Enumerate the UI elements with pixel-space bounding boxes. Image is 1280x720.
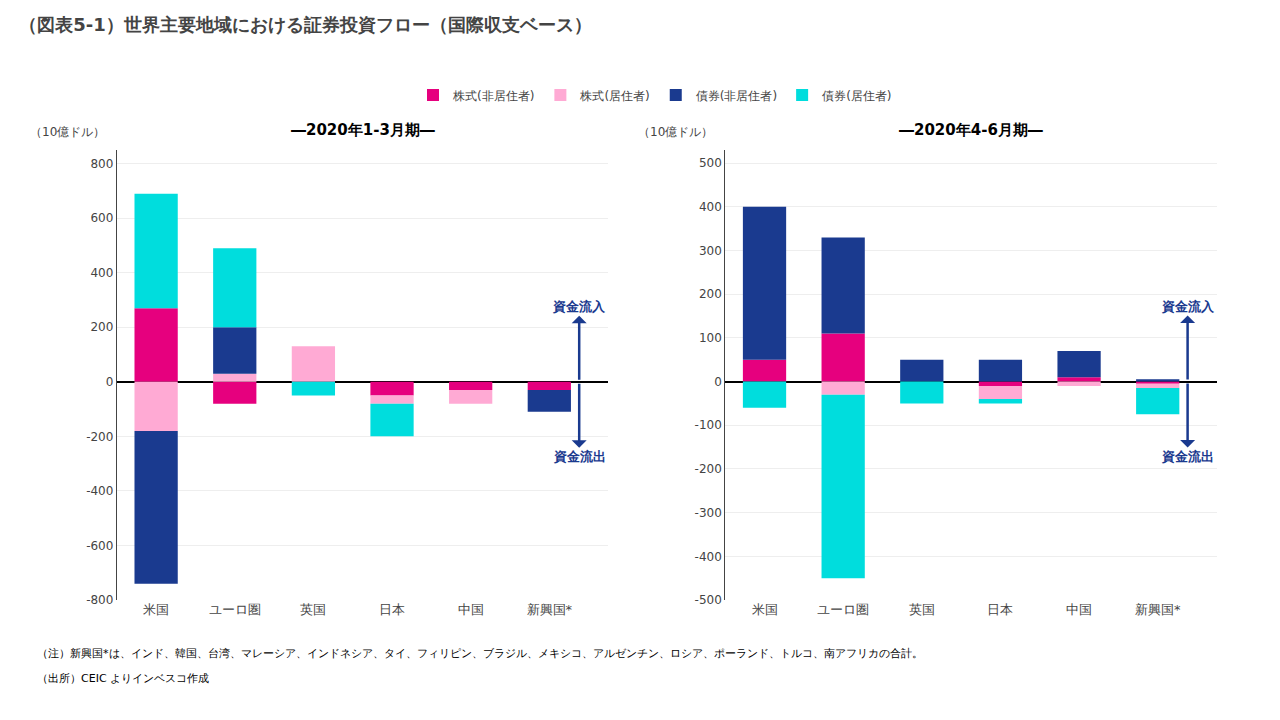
svg-text:中国: 中国 [1066, 602, 1092, 617]
svg-text:資金流入: 資金流入 [552, 299, 606, 314]
svg-text:0: 0 [106, 375, 114, 389]
svg-text:-500: -500 [695, 593, 722, 607]
svg-text:資金流出: 資金流出 [1161, 449, 1214, 464]
svg-text:株式(非居住者): 株式(非居住者) [452, 89, 534, 103]
svg-text:400: 400 [90, 266, 113, 280]
svg-text:日本: 日本 [379, 602, 405, 617]
svg-text:-800: -800 [86, 593, 113, 607]
svg-text:400: 400 [699, 200, 722, 214]
svg-text:英国: 英国 [909, 602, 935, 617]
svg-text:-300: -300 [695, 506, 722, 520]
svg-text:英国: 英国 [300, 602, 326, 617]
svg-text:-400: -400 [695, 550, 722, 564]
svg-text:米国: 米国 [143, 602, 169, 617]
svg-text:（10億ドル）: （10億ドル） [638, 125, 713, 139]
svg-text:債券(非居住者): 債券(非居住者) [696, 89, 777, 103]
svg-text:（出所）CEIC よりインベスコ作成: （出所）CEIC よりインベスコ作成 [37, 672, 209, 685]
svg-text:―2020年4-6月期―: ―2020年4-6月期― [899, 121, 1043, 139]
svg-text:資金流出: 資金流出 [553, 449, 606, 464]
svg-text:-400: -400 [86, 484, 113, 498]
svg-text:-200: -200 [695, 462, 722, 476]
svg-text:株式(居住者): 株式(居住者) [579, 89, 649, 103]
svg-text:-600: -600 [86, 539, 113, 553]
svg-text:500: 500 [699, 156, 722, 170]
svg-text:600: 600 [90, 211, 113, 225]
svg-text:（図表5-1）世界主要地域における証券投資フロー（国際収支ベ: （図表5-1）世界主要地域における証券投資フロー（国際収支ベース） [19, 14, 592, 35]
svg-text:（10億ドル）: （10億ドル） [30, 125, 105, 139]
svg-text:新興国*: 新興国* [1135, 602, 1181, 617]
svg-text:0: 0 [714, 375, 722, 389]
svg-text:新興国*: 新興国* [527, 602, 573, 617]
svg-text:800: 800 [90, 157, 113, 171]
svg-text:100: 100 [699, 331, 722, 345]
svg-text:-100: -100 [695, 418, 722, 432]
svg-text:（注）新興国*は、インド、韓国、台湾、マレーシア、インドネシ: （注）新興国*は、インド、韓国、台湾、マレーシア、インドネシア、タイ、フィリピン… [37, 647, 923, 660]
svg-text:日本: 日本 [987, 602, 1013, 617]
svg-text:中国: 中国 [458, 602, 484, 617]
svg-text:米国: 米国 [752, 602, 778, 617]
svg-text:資金流入: 資金流入 [1161, 299, 1215, 314]
svg-text:ユーロ圏: ユーロ圏 [209, 602, 261, 617]
svg-text:200: 200 [90, 320, 113, 334]
svg-text:300: 300 [699, 244, 722, 258]
svg-text:―2020年1-3月期―: ―2020年1-3月期― [291, 121, 435, 139]
svg-text:200: 200 [699, 287, 722, 301]
svg-text:-200: -200 [86, 430, 113, 444]
svg-text:債券(居住者): 債券(居住者) [822, 89, 891, 103]
svg-text:ユーロ圏: ユーロ圏 [817, 602, 869, 617]
